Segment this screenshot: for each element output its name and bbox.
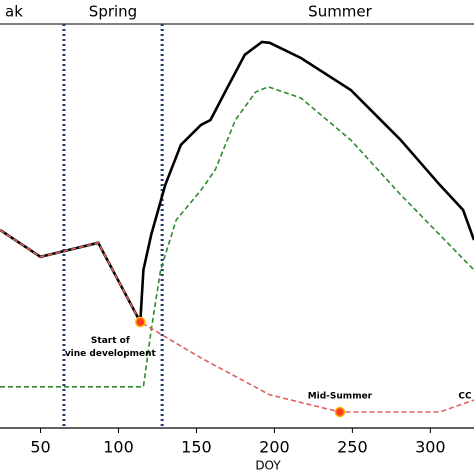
series-line [0,229,474,413]
series-line [0,85,474,388]
x-tick-label: 100 [103,438,134,457]
season-label: Summer [308,3,372,21]
x-tick-label: 50 [30,438,50,457]
annotation: CC regro [458,392,474,402]
annotation: Start of vine development [65,336,157,359]
series-line [0,40,474,327]
season-label: ak [5,3,23,21]
event-marker [135,316,146,328]
x-axis-label: DOY [255,459,281,473]
event-marker [334,406,346,418]
x-tick-label: 150 [181,438,212,457]
x-tick-label: 300 [415,438,446,457]
annotation: Mid-Summer [308,392,373,402]
x-tick-label: 250 [337,438,368,457]
season-label: Spring [89,3,137,21]
x-tick-label: 200 [259,438,290,457]
